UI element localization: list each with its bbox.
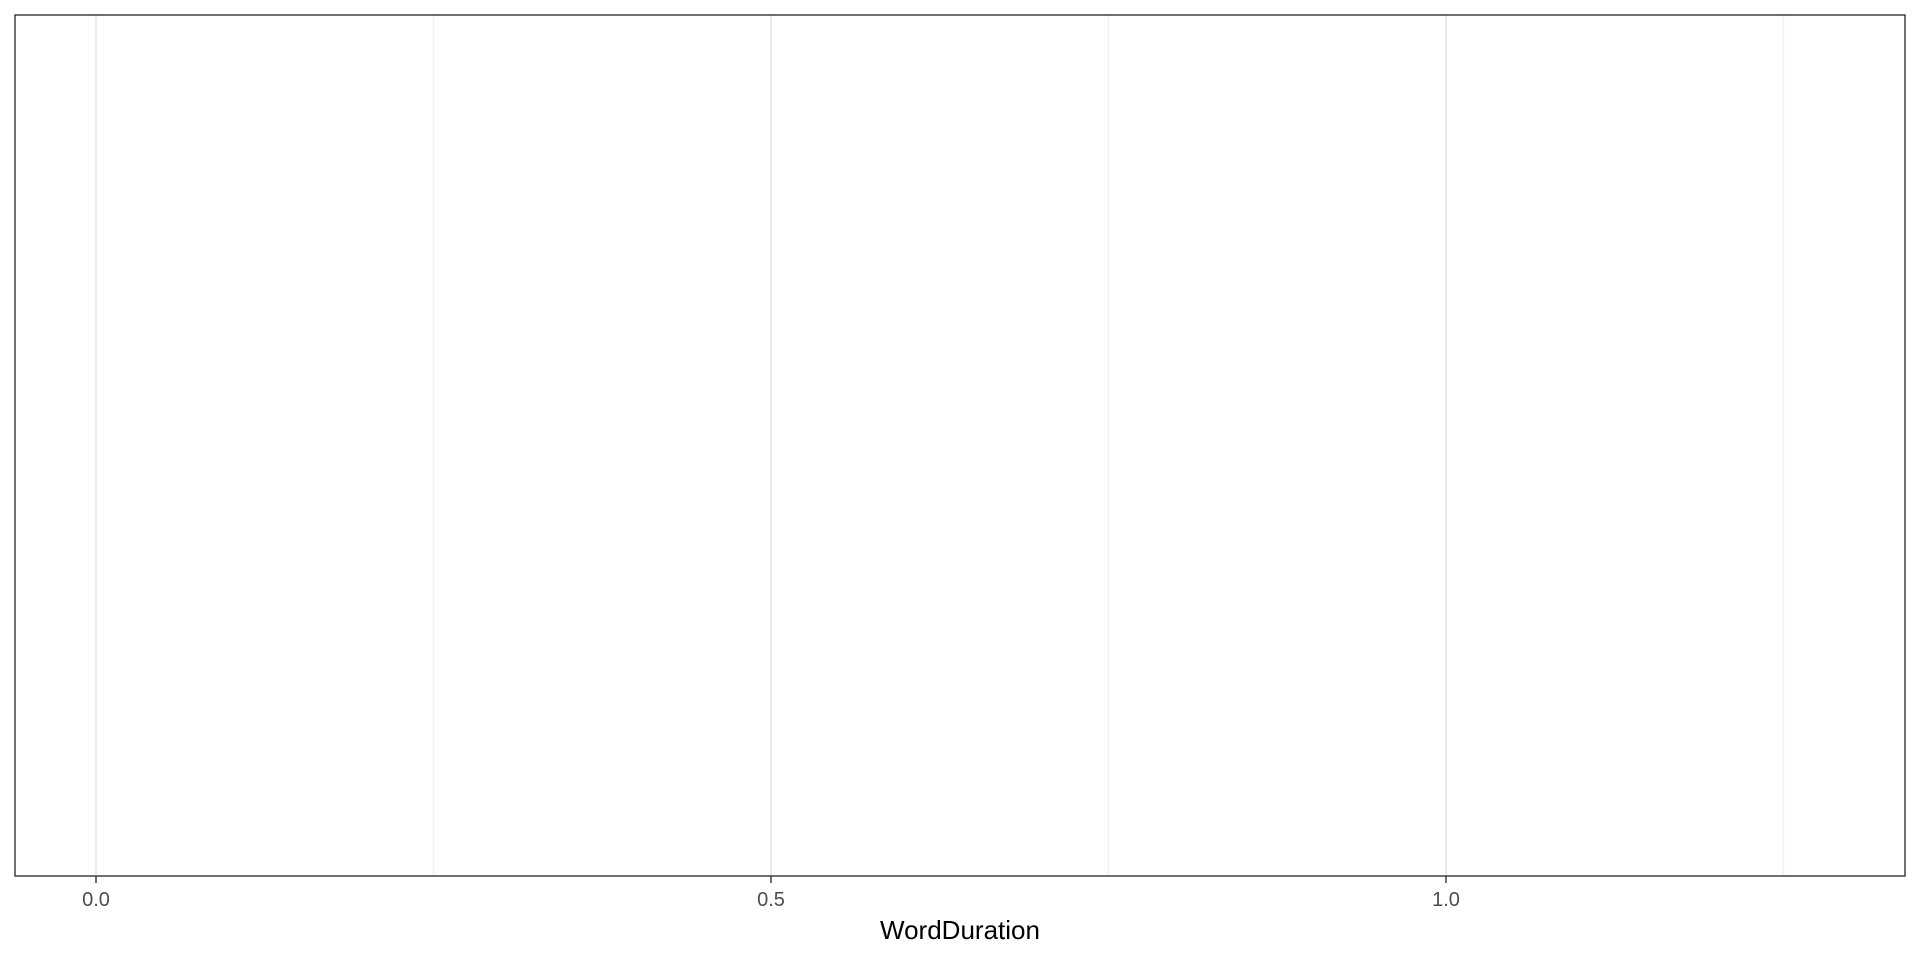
minor-gridlines [432,15,1785,876]
plot-panel-border [14,14,1906,877]
x-axis-title: WordDuration [880,915,1040,945]
x-tick-label: 1.0 [1432,889,1460,911]
x-tick-label: 0.5 [757,889,785,911]
x-axis-tick-labels: 0.0 0.5 1.0 [82,889,1460,911]
x-tick-label: 0.0 [82,889,110,911]
x-axis-ticks [95,876,1447,883]
major-gridlines [94,15,1448,876]
